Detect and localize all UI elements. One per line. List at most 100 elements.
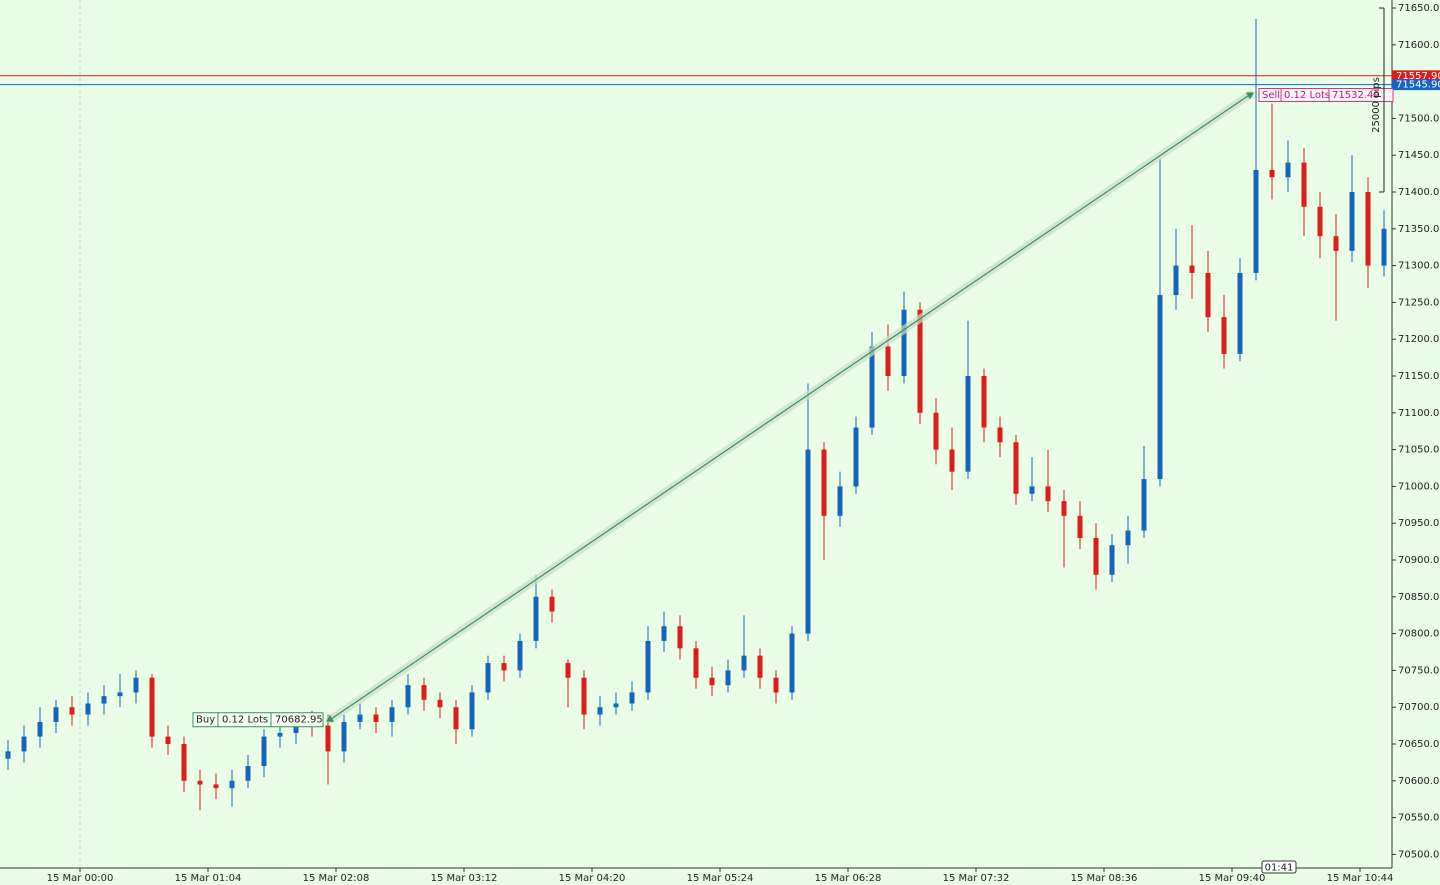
y-tick-label: 70600.00 <box>1398 776 1440 787</box>
candle-body <box>453 707 459 730</box>
buy-side: Buy <box>196 715 215 726</box>
candle-body <box>565 663 571 678</box>
candle-body <box>165 736 171 744</box>
candle-body <box>501 663 507 671</box>
candle-body <box>997 427 1003 443</box>
candle-body <box>389 707 395 722</box>
candle-body <box>53 707 59 722</box>
sell-label-box <box>1258 88 1394 103</box>
candle-body <box>1125 530 1131 546</box>
candle-body <box>1189 265 1195 273</box>
y-tick-label: 71150.00 <box>1398 371 1440 382</box>
candle-body <box>213 784 219 789</box>
price-label-box <box>1392 79 1440 91</box>
buy-marker <box>326 714 334 722</box>
candle-body <box>1173 265 1179 296</box>
candle-body <box>901 309 907 377</box>
y-tick-label: 70950.00 <box>1398 518 1440 529</box>
candle-body <box>1093 537 1099 575</box>
candle-body <box>725 670 731 686</box>
price-label: 71545.90 <box>1396 80 1440 91</box>
y-tick-label: 71100.00 <box>1398 408 1440 419</box>
candle-body <box>981 376 987 428</box>
price-label-box <box>1392 70 1440 82</box>
candle-body <box>133 677 139 693</box>
candle-body <box>101 696 107 704</box>
candle-body <box>1077 515 1083 538</box>
candle-body <box>261 736 267 767</box>
candle-body <box>1029 486 1035 494</box>
candle-body <box>885 346 891 377</box>
buy-price: 70682.95 <box>275 715 323 726</box>
candle-body <box>693 648 699 678</box>
candle-body <box>1317 206 1323 237</box>
candle-body <box>853 427 859 487</box>
x-tick-label: 15 Mar 03:12 <box>431 873 498 884</box>
candle-body <box>421 685 427 700</box>
y-tick-label: 71200.00 <box>1398 334 1440 345</box>
candle-body <box>197 780 203 785</box>
candle-body <box>1333 236 1339 251</box>
y-tick-label: 71450.00 <box>1398 150 1440 161</box>
candle-body <box>1013 442 1019 494</box>
sell-marker <box>1246 92 1254 100</box>
sell-lots: 0.12 Lots <box>1284 90 1330 101</box>
candle-body <box>405 685 411 708</box>
y-tick-label: 70500.00 <box>1398 849 1440 860</box>
y-tick-label: 71650.00 <box>1398 3 1440 14</box>
x-tick-label: 15 Mar 08:36 <box>1071 873 1138 884</box>
candle-body <box>661 626 667 641</box>
y-tick-label: 71400.00 <box>1398 187 1440 198</box>
candle-body <box>69 707 75 715</box>
price-label: 71557.90 <box>1396 71 1440 82</box>
x-tick-label: 15 Mar 02:08 <box>303 873 370 884</box>
x-tick-label: 15 Mar 01:04 <box>175 873 242 884</box>
candle-body <box>5 751 11 759</box>
candle-body <box>229 780 235 789</box>
candle-body <box>677 626 683 649</box>
candle-body <box>645 640 651 693</box>
candle-body <box>341 721 347 752</box>
countdown: 01:41 <box>1265 863 1294 874</box>
candle-body <box>1061 501 1067 516</box>
candle-body <box>85 703 91 715</box>
candle-body <box>757 655 763 678</box>
ruler-label: 25000 pips <box>1371 77 1382 133</box>
y-tick-label: 70700.00 <box>1398 702 1440 713</box>
candle-body <box>1141 479 1147 531</box>
candle-body <box>437 699 443 708</box>
candle-body <box>1205 272 1211 318</box>
y-tick-label: 71350.00 <box>1398 224 1440 235</box>
y-tick-label: 70750.00 <box>1398 665 1440 676</box>
candle-body <box>965 376 971 472</box>
x-tick-label: 15 Mar 10:44 <box>1327 873 1394 884</box>
y-tick-label: 70800.00 <box>1398 629 1440 640</box>
candle-body <box>933 412 939 450</box>
y-tick-label: 71250.00 <box>1398 297 1440 308</box>
x-tick-label: 15 Mar 04:20 <box>559 873 626 884</box>
candle-body <box>1109 545 1115 575</box>
candle-body <box>1045 486 1051 502</box>
candle-body <box>837 486 843 516</box>
trade-line <box>329 94 1251 721</box>
candle-body <box>277 732 283 737</box>
candle-body <box>117 692 123 697</box>
candle-body <box>549 596 555 612</box>
y-tick-label: 71500.00 <box>1398 113 1440 124</box>
x-tick-label: 15 Mar 00:00 <box>47 873 114 884</box>
candle-body <box>293 721 299 733</box>
x-tick-label: 15 Mar 07:32 <box>943 873 1010 884</box>
candle-body <box>709 677 715 686</box>
y-tick-label: 71300.00 <box>1398 261 1440 272</box>
candle-body <box>869 346 875 428</box>
candle-body <box>1237 272 1243 354</box>
candle-body <box>1349 192 1355 251</box>
candle-body <box>149 677 155 737</box>
candle-body <box>629 692 635 704</box>
candle-body <box>1285 162 1291 178</box>
candle-body <box>949 449 955 472</box>
candle-body <box>181 743 187 781</box>
y-tick-label: 71600.00 <box>1398 40 1440 51</box>
candle-body <box>741 655 747 671</box>
